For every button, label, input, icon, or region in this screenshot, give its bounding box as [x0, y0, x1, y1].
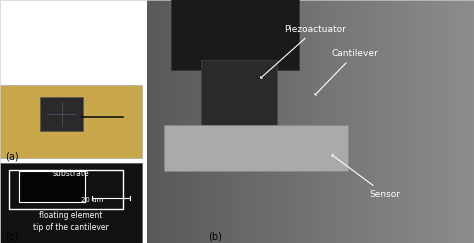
Text: (c): (c)	[5, 232, 18, 242]
FancyBboxPatch shape	[164, 125, 348, 171]
FancyBboxPatch shape	[201, 60, 277, 135]
Text: Cantilever: Cantilever	[315, 49, 379, 95]
Text: tip of the cantilever: tip of the cantilever	[33, 223, 109, 232]
Text: substrate: substrate	[53, 169, 90, 178]
Text: (a): (a)	[5, 152, 18, 162]
Text: floating element: floating element	[39, 210, 103, 220]
FancyBboxPatch shape	[40, 97, 83, 131]
Text: Piezoactuator: Piezoactuator	[261, 25, 346, 78]
FancyBboxPatch shape	[19, 171, 85, 202]
Text: Sensor: Sensor	[332, 155, 401, 199]
FancyBboxPatch shape	[9, 170, 123, 209]
Text: (b): (b)	[209, 232, 222, 242]
FancyBboxPatch shape	[171, 0, 299, 70]
FancyBboxPatch shape	[0, 85, 142, 158]
Text: 20 um: 20 um	[81, 198, 104, 203]
FancyBboxPatch shape	[0, 163, 142, 243]
